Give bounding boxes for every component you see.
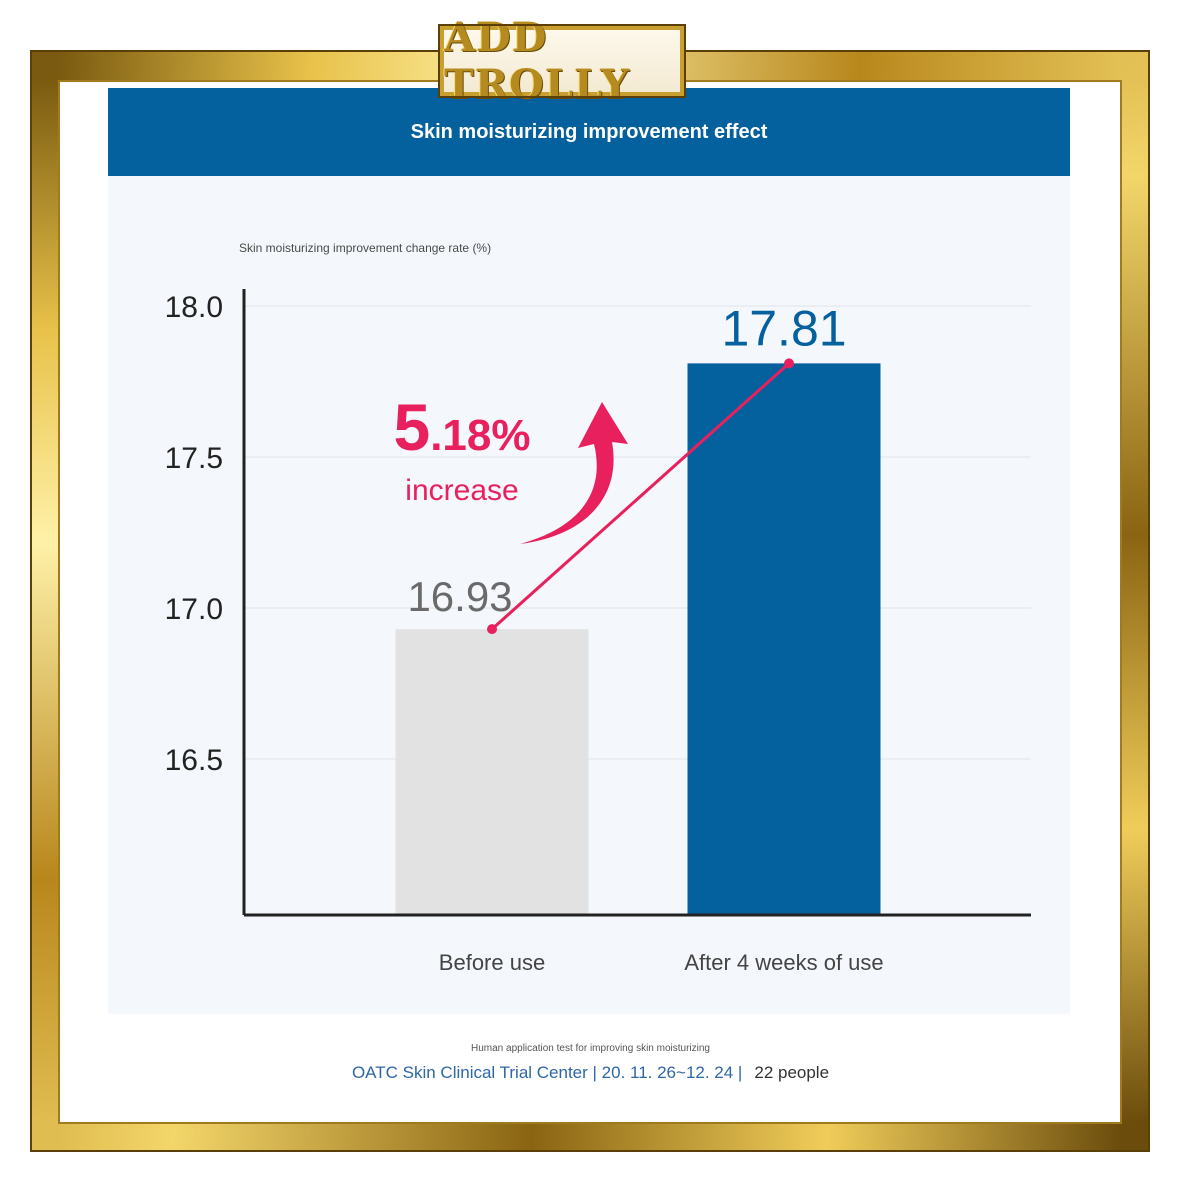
- x-category-label: After 4 weeks of use: [684, 950, 883, 975]
- trend-line: [490, 362, 791, 631]
- data-label: 16.93: [407, 573, 512, 620]
- y-tick-label: 18.0: [165, 291, 223, 324]
- chart-panel: [108, 176, 1070, 1014]
- bar-after: [687, 363, 881, 915]
- trial-center-line: OATC Skin Clinical Trial Center | 20. 11…: [0, 1063, 1181, 1083]
- chart-title-banner: Skin moisturizing improvement effect: [108, 88, 1070, 176]
- y-tick-label: 17.0: [165, 593, 223, 626]
- trend-point: [487, 624, 497, 635]
- increase-label: increase: [405, 474, 518, 507]
- data-label: 17.81: [721, 300, 846, 356]
- test-note: Human application test for improving ski…: [471, 1043, 710, 1054]
- x-category-label: Before use: [439, 950, 545, 975]
- increase-percent: 5.18%: [393, 390, 530, 464]
- y-axis-title: Skin moisturizing improvement change rat…: [239, 241, 492, 255]
- participants: 22 people: [754, 1063, 830, 1082]
- bar-before: [395, 629, 589, 915]
- trial-center: OATC Skin Clinical Trial Center | 20. 11…: [351, 1063, 743, 1082]
- add-trolly-logo: ADD TROLLY: [438, 14, 686, 108]
- y-tick-label: 16.5: [165, 744, 223, 777]
- y-tick-label: 17.5: [165, 442, 223, 475]
- logo-text: ADD TROLLY: [444, 14, 631, 108]
- chart: 18.0 17.5 17.0 16.5 16.93 17.81 Before use Af…: [165, 289, 1031, 975]
- trend-point: [784, 358, 794, 369]
- increase-arrow-icon: [520, 402, 628, 544]
- chart-title: Skin moisturizing improvement effect: [410, 120, 768, 143]
